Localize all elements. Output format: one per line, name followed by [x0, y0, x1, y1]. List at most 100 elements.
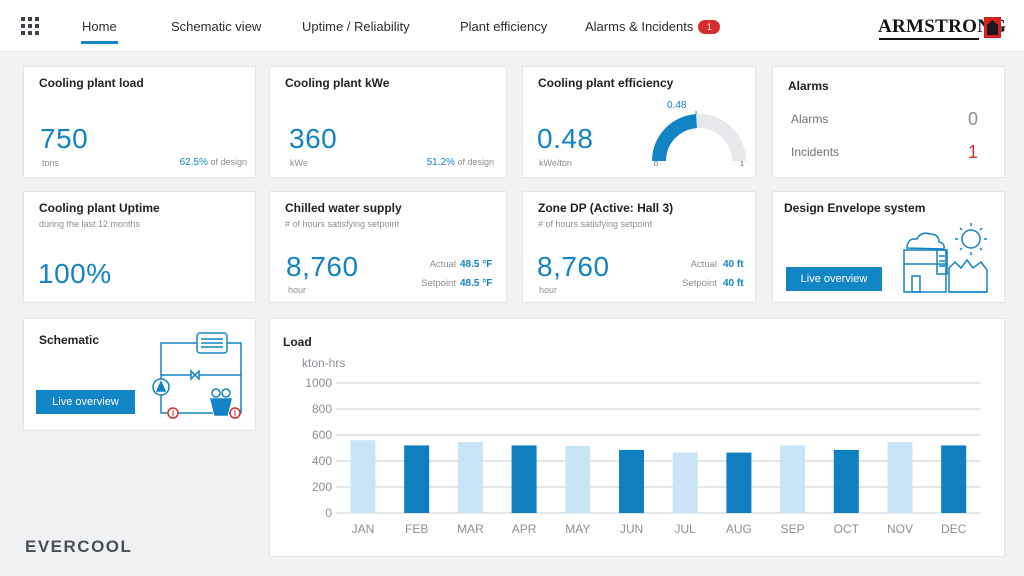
- load-unit: tons: [42, 158, 60, 168]
- card-title: Chilled water supply: [285, 201, 402, 215]
- chart-bar-jan: [350, 440, 376, 513]
- tab-schematic-view[interactable]: Schematic view: [171, 19, 262, 34]
- chart-y-tick-label: 800: [312, 402, 332, 416]
- card-design-envelope-system: Design Envelope system Live overview: [772, 191, 1005, 303]
- zone-actual-label: Actual: [690, 259, 717, 270]
- chw-hours-unit: hour: [288, 285, 307, 295]
- chw-setpoint-label: Setpoint: [421, 278, 456, 289]
- gauge-max-label: 1: [740, 161, 744, 167]
- card-title: Cooling plant efficiency: [538, 76, 674, 90]
- kwe-value: 360: [289, 123, 338, 154]
- logo-underline: [879, 38, 979, 40]
- chart-bar-feb: [404, 445, 430, 513]
- chart-y-tick-label: 600: [312, 428, 332, 442]
- kwe-unit: kWe: [290, 158, 308, 168]
- chart-x-tick-label: APR: [512, 522, 537, 536]
- card-subtitle: # of hours satisfying setpoint: [538, 219, 653, 229]
- envelope-live-overview-button[interactable]: Live overview: [786, 267, 882, 291]
- card-subtitle: during the last 12 months: [39, 219, 141, 229]
- uptime-value: 100%: [38, 258, 112, 289]
- alarms-count: 0: [967, 109, 978, 129]
- efficiency-value: 0.48: [537, 123, 594, 154]
- zone-hours-unit: hour: [539, 285, 558, 295]
- chart-bar-oct: [833, 449, 859, 513]
- zone-setpoint-label: Setpoint: [682, 278, 717, 289]
- chart-x-tick-label: OCT: [834, 522, 860, 536]
- chart-bar-mar: [457, 442, 483, 513]
- chw-actual-value: 48.5 °F: [460, 259, 493, 270]
- tab-alarms-incidents[interactable]: Alarms & Incidents 1: [585, 19, 721, 34]
- chw-setpoint-value: 48.5 °F: [460, 278, 493, 289]
- chw-actual-label: Actual: [429, 259, 456, 270]
- load-value: 750: [40, 123, 89, 154]
- tab-plant-efficiency[interactable]: Plant efficiency: [460, 19, 548, 34]
- chart-bar-jun: [619, 449, 644, 513]
- card-cooling-plant-uptime: Cooling plant Uptime during the last 12 …: [23, 191, 256, 303]
- incidents-label: Incidents: [791, 145, 840, 159]
- chart-x-tick-label: SEP: [781, 522, 805, 536]
- building-weather-icon: [903, 223, 988, 293]
- card-chilled-water-supply: Chilled water supply # of hours satisfyi…: [269, 191, 507, 303]
- chart-x-tick-label: JAN: [352, 522, 375, 536]
- chart-y-tick-label: 1000: [305, 376, 332, 390]
- efficiency-gauge: 0.48 0 1: [652, 100, 746, 167]
- chart-x-tick-label: NOV: [887, 522, 913, 536]
- schematic-live-overview-button[interactable]: Live overview: [36, 390, 135, 414]
- alarm-count-badge: 1: [698, 20, 721, 34]
- card-title: Design Envelope system: [784, 201, 926, 215]
- evercool-brand-label: EVERCOOL: [25, 537, 133, 556]
- logo-text: ARMSTRONG: [878, 16, 1007, 37]
- alarms-label: Alarms: [791, 112, 829, 126]
- card-cooling-plant-kwe: Cooling plant kWe 360 kWe 51.2% of desig…: [269, 66, 507, 178]
- chart-y-tick-label: 0: [325, 506, 332, 520]
- card-title: Cooling plant load: [39, 76, 144, 90]
- chart-x-tick-label: FEB: [405, 522, 428, 536]
- gauge-min-label: 0: [654, 161, 658, 167]
- chart-x-tick-label: DEC: [941, 522, 967, 536]
- load-bar-chart: kton-hrs 0 200 400 600 800 1000 JAN FEB MAR APR M…: [302, 356, 980, 536]
- card-title: Cooling plant Uptime: [39, 201, 160, 215]
- chart-y-tick-label: 400: [312, 454, 332, 468]
- card-title: Zone DP (Active: Hall 3): [538, 201, 674, 215]
- chw-hours-value: 8,760: [286, 251, 359, 282]
- gauge-value-label: 0.48: [667, 100, 687, 111]
- chart-title: Load: [283, 335, 312, 349]
- zone-actual-value: 40 ft: [723, 259, 744, 270]
- chart-x-tick-label: AUG: [726, 522, 752, 536]
- zone-setpoint-value: 40 ft: [723, 278, 744, 289]
- chart-bar-aug: [726, 452, 752, 513]
- card-zone-dp: Zone DP (Active: Hall 3) # of hours sati…: [522, 191, 756, 303]
- card-alarms[interactable]: Alarms Alarms 0 Incidents 1: [772, 66, 1005, 178]
- chiller-schematic-icon: [152, 332, 242, 419]
- card-title: Alarms: [788, 79, 829, 93]
- incidents-count: 1: [967, 142, 978, 162]
- zone-hours-value: 8,760: [537, 251, 610, 282]
- load-design-percent: 62.5% of design: [179, 157, 247, 168]
- chart-bar-apr: [511, 445, 537, 513]
- card-cooling-plant-efficiency: Cooling plant efficiency 0.48 kWe/ton 0.…: [522, 66, 756, 178]
- kwe-design-percent: 51.2% of design: [426, 157, 494, 168]
- card-load-chart: Load kton-hrs 0 200 400 600 800 1000 JAN FEB MA…: [269, 318, 1005, 557]
- chart-bar-sep: [780, 445, 806, 513]
- card-title: Schematic: [39, 333, 100, 347]
- chart-ylabel: kton-hrs: [302, 356, 345, 370]
- efficiency-unit: kWe/ton: [539, 158, 572, 168]
- chart-x-tick-label: MAR: [457, 522, 484, 536]
- card-cooling-plant-load: Cooling plant load 750 tons 62.5% of des…: [23, 66, 256, 178]
- chart-bar-nov: [887, 442, 913, 513]
- chart-x-tick-label: JUN: [620, 522, 643, 536]
- tab-uptime-reliability[interactable]: Uptime / Reliability: [302, 19, 410, 34]
- app-grid-icon[interactable]: [21, 17, 39, 35]
- card-schematic: Schematic Live overview: [23, 318, 256, 431]
- top-nav-bar: Home Schematic view Uptime / Reliability…: [0, 0, 1024, 52]
- card-title: Cooling plant kWe: [285, 76, 390, 90]
- tab-home[interactable]: Home: [81, 19, 118, 44]
- chart-x-tick-label: JUL: [675, 522, 697, 536]
- chart-y-tick-label: 200: [312, 480, 332, 494]
- chart-bar-may: [565, 446, 591, 513]
- tab-alarms-incidents-label: Alarms & Incidents: [585, 19, 694, 34]
- gauge-fill: [652, 114, 698, 162]
- chart-bar-jul: [672, 452, 698, 513]
- chart-bar-dec: [941, 445, 967, 513]
- armstrong-logo-mark-icon: [984, 17, 1001, 38]
